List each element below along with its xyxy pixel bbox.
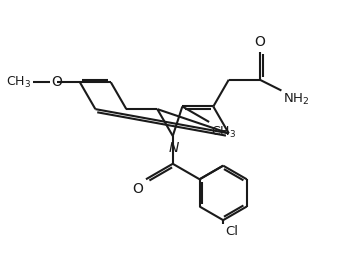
Text: NH$_2$: NH$_2$ xyxy=(283,92,309,107)
Text: O: O xyxy=(254,35,265,49)
Text: Cl: Cl xyxy=(225,225,238,238)
Text: O: O xyxy=(132,183,143,196)
Text: O: O xyxy=(51,75,62,89)
Text: CH$_3$: CH$_3$ xyxy=(6,75,31,90)
Text: CH$_3$: CH$_3$ xyxy=(211,125,236,140)
Text: N: N xyxy=(169,141,179,155)
